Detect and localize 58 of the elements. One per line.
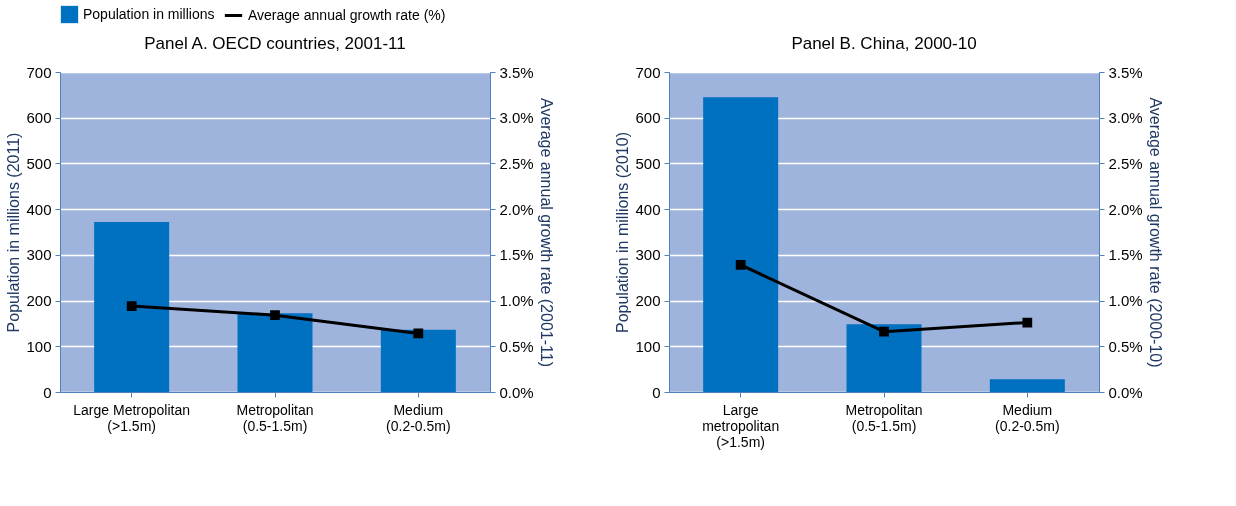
bar xyxy=(94,221,170,392)
y2-tick-label: 1.0% xyxy=(499,292,534,310)
point xyxy=(126,301,137,311)
y-tick-label: 100 xyxy=(635,337,661,355)
y-tick-label: 0 xyxy=(43,383,52,401)
point xyxy=(735,260,746,270)
y-tick-label: 100 xyxy=(26,337,52,355)
y2-tick-label: 2.0% xyxy=(499,200,534,218)
y-tick-label: 600 xyxy=(635,109,661,127)
bar xyxy=(237,313,313,392)
x-tick-label: Metropolitan (0.5-1.5m) xyxy=(236,401,314,434)
bar xyxy=(989,379,1065,392)
y-tick-label: 500 xyxy=(26,154,52,172)
point xyxy=(413,328,424,339)
y2-tick-label: 3.5% xyxy=(1108,63,1143,81)
bar xyxy=(380,329,456,392)
y2-tick-label: 3.0% xyxy=(1108,109,1143,127)
y-tick-label: 500 xyxy=(635,154,661,172)
y-tick-label: 700 xyxy=(635,63,661,81)
x-tick-label: Medium (0.2-0.5m) xyxy=(386,401,451,434)
legend-label: Population in millions xyxy=(83,5,215,22)
y2-tick-label: 0.5% xyxy=(499,337,534,355)
point xyxy=(270,310,280,321)
point xyxy=(879,326,889,337)
bar xyxy=(703,97,779,392)
y-tick-label: 400 xyxy=(26,200,52,218)
y2-tick-label: 1.5% xyxy=(499,246,534,264)
y-tick-label: 600 xyxy=(26,109,52,127)
y-axis-title: Population in millions (2010) xyxy=(614,132,632,333)
y2-axis-title: Average annual growth rate (2001-11) xyxy=(537,98,555,367)
y-tick-label: 300 xyxy=(635,246,661,264)
y-tick-label: 300 xyxy=(26,246,52,264)
y2-tick-label: 2.5% xyxy=(499,154,534,172)
y2-tick-label: 3.5% xyxy=(499,63,534,81)
y2-tick-label: 1.0% xyxy=(1108,292,1143,310)
y-tick-label: 200 xyxy=(635,292,661,310)
y-axis-title: Population in millions (2011) xyxy=(5,132,23,333)
bar xyxy=(846,324,922,392)
y2-tick-label: 0.0% xyxy=(1108,383,1143,401)
chart-title: Panel A. OECD countries, 2001-11 xyxy=(144,34,406,53)
y-tick-label: 0 xyxy=(652,383,661,401)
x-tick-label: Large metropolitan (>1.5m) xyxy=(702,401,780,450)
x-tick-label: Large Metropolitan (>1.5m) xyxy=(73,401,191,434)
y2-tick-label: 1.5% xyxy=(1108,246,1143,264)
point xyxy=(1022,317,1033,328)
chart-title: Panel B. China, 2000-10 xyxy=(791,34,977,53)
y2-tick-label: 2.5% xyxy=(1108,154,1143,172)
y-tick-label: 700 xyxy=(26,63,52,81)
y2-tick-label: 0.5% xyxy=(1108,337,1143,355)
y-tick-label: 400 xyxy=(635,200,661,218)
x-tick-label: Metropolitan (0.5-1.5m) xyxy=(845,401,923,434)
y2-tick-label: 0.0% xyxy=(499,383,534,401)
y-tick-label: 200 xyxy=(26,292,52,310)
legend-label: Average annual growth rate (%) xyxy=(248,6,446,23)
x-tick-label: Medium (0.2-0.5m) xyxy=(995,401,1060,434)
y2-tick-label: 2.0% xyxy=(1108,200,1143,218)
y2-axis-title: Average annual growth rate (2000-10) xyxy=(1146,97,1164,368)
y2-tick-label: 3.0% xyxy=(499,109,534,127)
